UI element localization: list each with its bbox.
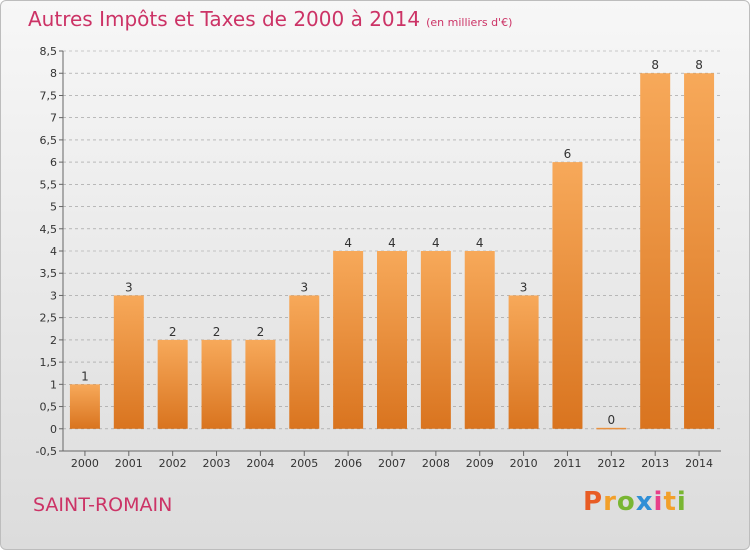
bar <box>684 73 715 429</box>
bar <box>333 251 364 429</box>
bar-value-label: 8 <box>651 58 659 72</box>
bar-value-label: 3 <box>125 280 133 294</box>
bar-value-label: 6 <box>564 147 572 161</box>
y-tick-label: 5,5 <box>40 178 58 191</box>
x-tick-label: 2013 <box>641 457 669 470</box>
bar-value-label: 1 <box>81 369 89 383</box>
place-name: SAINT-ROMAIN <box>33 494 173 516</box>
y-tick-label: 6 <box>50 156 57 169</box>
bar <box>508 295 539 429</box>
x-tick-label: 2012 <box>597 457 625 470</box>
x-tick-label: 2002 <box>159 457 187 470</box>
bar <box>113 295 144 429</box>
y-tick-label: 4,5 <box>40 223 58 236</box>
y-tick-label: -0,5 <box>36 445 57 458</box>
bar-value-label: 3 <box>520 280 528 294</box>
x-tick-label: 2008 <box>422 457 450 470</box>
chart-title-text: Autres Impôts et Taxes de 2000 à 2014 <box>28 7 421 31</box>
y-tick-label: 3 <box>50 289 57 302</box>
x-tick-label: 2005 <box>290 457 318 470</box>
y-tick-label: 7 <box>50 112 57 125</box>
y-tick-label: 8,5 <box>40 45 58 58</box>
logo-letter: i <box>653 487 664 517</box>
x-tick-label: 2007 <box>378 457 406 470</box>
y-tick-label: 6,5 <box>40 134 58 147</box>
y-tick-label: 5 <box>50 201 57 214</box>
y-tick-label: 1,5 <box>40 356 58 369</box>
y-tick-label: 3,5 <box>40 267 58 280</box>
y-tick-label: 1 <box>50 378 57 391</box>
bar-value-label: 4 <box>344 236 352 250</box>
logo-letter: i <box>676 487 687 517</box>
x-tick-label: 2000 <box>71 457 99 470</box>
y-tick-label: 7,5 <box>40 89 58 102</box>
bar <box>69 384 100 429</box>
logo-letter: P <box>583 487 604 517</box>
bar <box>596 427 627 430</box>
bar-value-label: 2 <box>213 325 221 339</box>
chart-unit: (en milliers d'€) <box>426 16 513 29</box>
x-tick-label: 2001 <box>115 457 143 470</box>
x-tick-label: 2010 <box>510 457 538 470</box>
bar <box>377 251 407 429</box>
x-tick-label: 2011 <box>553 457 581 470</box>
bar-value-label: 0 <box>608 413 616 427</box>
y-tick-label: 4 <box>50 245 57 258</box>
y-tick-label: 0,5 <box>40 401 58 414</box>
bar-value-label: 2 <box>169 325 177 339</box>
x-tick-label: 2006 <box>334 457 362 470</box>
logo-letter: x <box>635 487 654 517</box>
bar <box>157 339 188 429</box>
bar-value-label: 4 <box>476 236 484 250</box>
y-tick-label: 8 <box>50 67 57 80</box>
bar <box>420 251 451 429</box>
bar <box>289 295 320 429</box>
logo-letter: t <box>663 487 677 517</box>
bar <box>245 339 276 429</box>
bar-value-label: 3 <box>300 280 308 294</box>
chart-title: Autres Impôts et Taxes de 2000 à 2014 (en… <box>28 7 512 31</box>
x-tick-label: 2004 <box>246 457 274 470</box>
proxiti-logo: Proxiti <box>583 487 687 517</box>
bar <box>201 339 232 429</box>
y-tick-label: 0 <box>50 423 57 436</box>
bar <box>640 73 671 429</box>
x-tick-label: 2003 <box>203 457 231 470</box>
logo-letter: r <box>603 487 617 517</box>
bar-value-label: 4 <box>432 236 440 250</box>
bar <box>464 251 495 429</box>
bar <box>552 162 583 429</box>
x-tick-label: 2009 <box>466 457 494 470</box>
bar-value-label: 2 <box>257 325 265 339</box>
y-tick-label: 2 <box>50 334 57 347</box>
bar-value-label: 8 <box>695 58 703 72</box>
x-tick-label: 2014 <box>685 457 713 470</box>
y-tick-label: 2,5 <box>40 312 58 325</box>
bar-value-label: 4 <box>388 236 396 250</box>
logo-letter: o <box>616 487 636 517</box>
